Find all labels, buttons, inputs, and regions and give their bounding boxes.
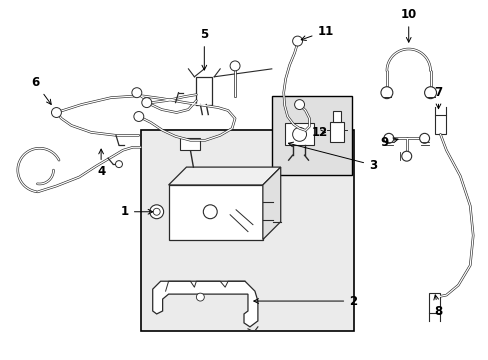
Circle shape: [149, 205, 163, 219]
Bar: [284, 123, 314, 145]
Bar: [330, 122, 344, 142]
Text: 7: 7: [433, 86, 442, 109]
Circle shape: [401, 151, 411, 161]
Circle shape: [51, 108, 61, 117]
Text: 1: 1: [121, 205, 153, 218]
Circle shape: [292, 127, 306, 141]
Circle shape: [424, 87, 436, 99]
Circle shape: [153, 208, 160, 215]
Bar: [180, 138, 200, 150]
Circle shape: [380, 87, 392, 99]
Text: 4: 4: [97, 149, 105, 178]
Circle shape: [203, 205, 217, 219]
Text: 11: 11: [301, 24, 333, 40]
Bar: [196, 77, 212, 105]
Text: 2: 2: [253, 294, 357, 307]
Bar: [141, 130, 353, 331]
Polygon shape: [263, 167, 280, 239]
Text: 10: 10: [400, 8, 416, 42]
Bar: [434, 114, 446, 134]
Text: 3: 3: [288, 142, 376, 172]
Circle shape: [292, 36, 302, 46]
Circle shape: [294, 100, 304, 109]
Bar: [333, 111, 341, 122]
Bar: [271, 96, 351, 175]
Circle shape: [134, 112, 143, 121]
Circle shape: [142, 98, 151, 108]
Bar: [168, 185, 263, 239]
Circle shape: [196, 293, 204, 301]
Circle shape: [383, 133, 393, 143]
Circle shape: [419, 133, 428, 143]
Text: 12: 12: [311, 126, 327, 139]
Text: 8: 8: [433, 295, 442, 318]
Circle shape: [230, 61, 240, 71]
Circle shape: [115, 161, 122, 168]
Bar: [427, 293, 440, 313]
Text: 5: 5: [200, 28, 208, 70]
Circle shape: [132, 88, 142, 98]
Text: 9: 9: [380, 136, 397, 149]
Text: 6: 6: [31, 76, 51, 104]
Polygon shape: [168, 167, 280, 185]
Polygon shape: [152, 281, 257, 327]
